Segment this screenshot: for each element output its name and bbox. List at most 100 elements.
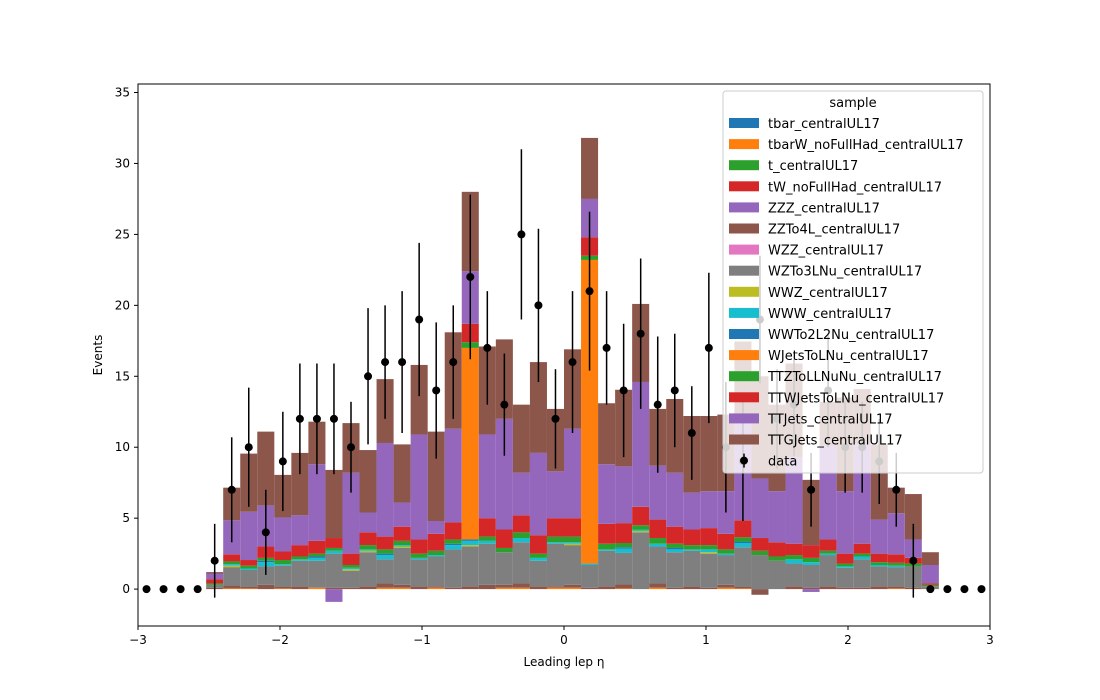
bar-segment — [444, 539, 462, 544]
data-point — [244, 443, 253, 452]
bar-segment — [649, 587, 667, 590]
bar-segment — [376, 583, 394, 588]
bar-segment — [478, 540, 496, 544]
bar-segment — [802, 545, 820, 558]
bar-segment — [223, 588, 241, 590]
legend-swatch — [729, 413, 759, 424]
bar-segment — [768, 556, 786, 561]
bar-segment — [359, 532, 377, 546]
data-point — [483, 343, 492, 352]
legend-box — [722, 90, 984, 474]
bar-segment — [581, 259, 599, 564]
bar-segment — [444, 587, 462, 590]
bar-segment — [512, 404, 530, 473]
legend-label: WWW_centralUL17 — [768, 307, 892, 322]
bar-segment — [717, 533, 735, 550]
legend-label: WZTo3LNu_centralUL17 — [768, 265, 922, 280]
bar-segment — [291, 452, 309, 516]
bar-segment — [632, 532, 650, 590]
bar-segment — [768, 560, 786, 590]
bar-segment — [853, 543, 871, 554]
bar-segment — [444, 428, 462, 523]
bar-segment — [564, 545, 582, 585]
bar-segment — [700, 491, 718, 529]
bar-segment — [785, 543, 803, 556]
bar-segment — [615, 548, 633, 553]
bar-segment — [546, 542, 564, 544]
legend-swatch — [729, 265, 759, 276]
bar-segment — [598, 523, 616, 544]
bar-segment — [564, 587, 582, 590]
bar-segment — [700, 553, 718, 588]
bar-segment — [308, 557, 326, 561]
bar-segment — [615, 542, 633, 548]
bar-segment — [564, 536, 582, 543]
legend: sample tbar_centralUL17 tbarW_noFullHad_c… — [722, 90, 984, 474]
bar-segment — [342, 553, 360, 565]
bar-segment — [683, 550, 701, 587]
legend-label: tW_noFullHad_centralUL17 — [768, 180, 942, 195]
bar-segment — [325, 553, 343, 588]
bar-segment — [359, 450, 377, 513]
bar-segment — [921, 583, 939, 585]
bar-segment — [717, 584, 735, 588]
bar-segment — [564, 543, 582, 546]
bar-segment — [359, 549, 377, 551]
bar-segment — [291, 515, 309, 546]
bar-segment — [836, 553, 854, 564]
bar-segment — [649, 519, 667, 539]
data-point — [653, 400, 662, 409]
data-point — [534, 301, 543, 310]
bar-segment — [666, 543, 684, 548]
bar-segment — [853, 587, 871, 590]
data-point — [568, 358, 577, 367]
bar-segment — [666, 472, 684, 527]
bar-segment — [632, 525, 650, 530]
bar-segment — [257, 584, 275, 590]
data-point — [551, 414, 560, 423]
legend-swatch — [729, 202, 759, 213]
data-point — [347, 443, 355, 452]
legend-label: ZZTo4L_centralUL17 — [768, 223, 900, 238]
bar-segment — [700, 545, 718, 550]
bar-segment — [615, 547, 633, 549]
bar-segment — [478, 543, 496, 585]
bar-segment — [819, 555, 837, 587]
bar-segment — [291, 545, 309, 557]
bar-segment — [921, 552, 939, 565]
legend-label: TTWJetsToLNu_centralUL17 — [767, 391, 944, 406]
bar-segment — [529, 553, 547, 558]
data-point — [278, 457, 287, 466]
bar-segment — [785, 586, 803, 590]
bar-segment — [393, 502, 411, 527]
bar-segment — [751, 555, 769, 590]
bar-segment — [700, 528, 718, 546]
bar-segment — [444, 522, 462, 540]
bar-segment — [751, 550, 769, 556]
bar-segment — [768, 542, 786, 557]
data-point — [449, 358, 458, 367]
bar-segment — [359, 550, 377, 553]
bar-segment — [666, 547, 684, 550]
bar-segment — [359, 552, 377, 587]
bar-segment — [512, 472, 530, 516]
bar-segment — [308, 540, 326, 554]
bar-segment — [529, 586, 547, 590]
legend-entries: tbar_centralUL17 tbarW_noFullHad_centralU… — [729, 117, 964, 470]
bar-segment — [615, 523, 633, 543]
bar-segment — [325, 587, 343, 590]
y-tick-label: 5 — [122, 511, 130, 525]
legend-swatch — [729, 160, 759, 171]
bar-segment — [410, 586, 428, 590]
y-tick-label: 35 — [115, 86, 130, 100]
bar-segment — [308, 556, 326, 558]
bar-segment — [393, 540, 411, 546]
bar-segment — [325, 547, 343, 551]
x-axis-label: Leading lep η — [524, 655, 605, 669]
bar-segment — [427, 431, 445, 522]
legend-swatch — [729, 139, 759, 150]
bar-segment — [564, 542, 582, 544]
data-point — [364, 372, 373, 381]
